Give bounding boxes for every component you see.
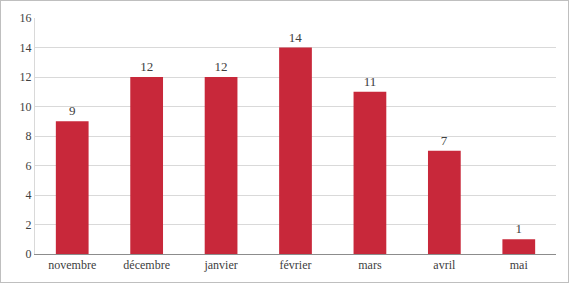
svg-text:mars: mars bbox=[358, 258, 382, 272]
svg-text:7: 7 bbox=[441, 133, 448, 148]
svg-text:4: 4 bbox=[26, 188, 32, 202]
svg-text:14: 14 bbox=[20, 41, 32, 55]
svg-text:10: 10 bbox=[20, 100, 32, 114]
svg-text:décembre: décembre bbox=[123, 258, 170, 272]
svg-text:12: 12 bbox=[140, 59, 153, 74]
svg-text:0: 0 bbox=[26, 247, 32, 261]
svg-text:mai: mai bbox=[510, 258, 529, 272]
svg-text:16: 16 bbox=[20, 11, 32, 25]
svg-text:6: 6 bbox=[26, 159, 32, 173]
svg-text:1: 1 bbox=[516, 221, 523, 236]
svg-text:8: 8 bbox=[26, 129, 32, 143]
svg-text:novembre: novembre bbox=[48, 258, 96, 272]
svg-text:janvier: janvier bbox=[203, 258, 237, 272]
svg-text:2: 2 bbox=[26, 218, 32, 232]
svg-text:9: 9 bbox=[69, 103, 76, 118]
svg-text:14: 14 bbox=[289, 30, 303, 45]
svg-text:12: 12 bbox=[20, 70, 32, 84]
svg-text:11: 11 bbox=[364, 74, 377, 89]
svg-text:février: février bbox=[280, 258, 312, 272]
svg-text:12: 12 bbox=[215, 59, 228, 74]
svg-text:avril: avril bbox=[433, 258, 456, 272]
